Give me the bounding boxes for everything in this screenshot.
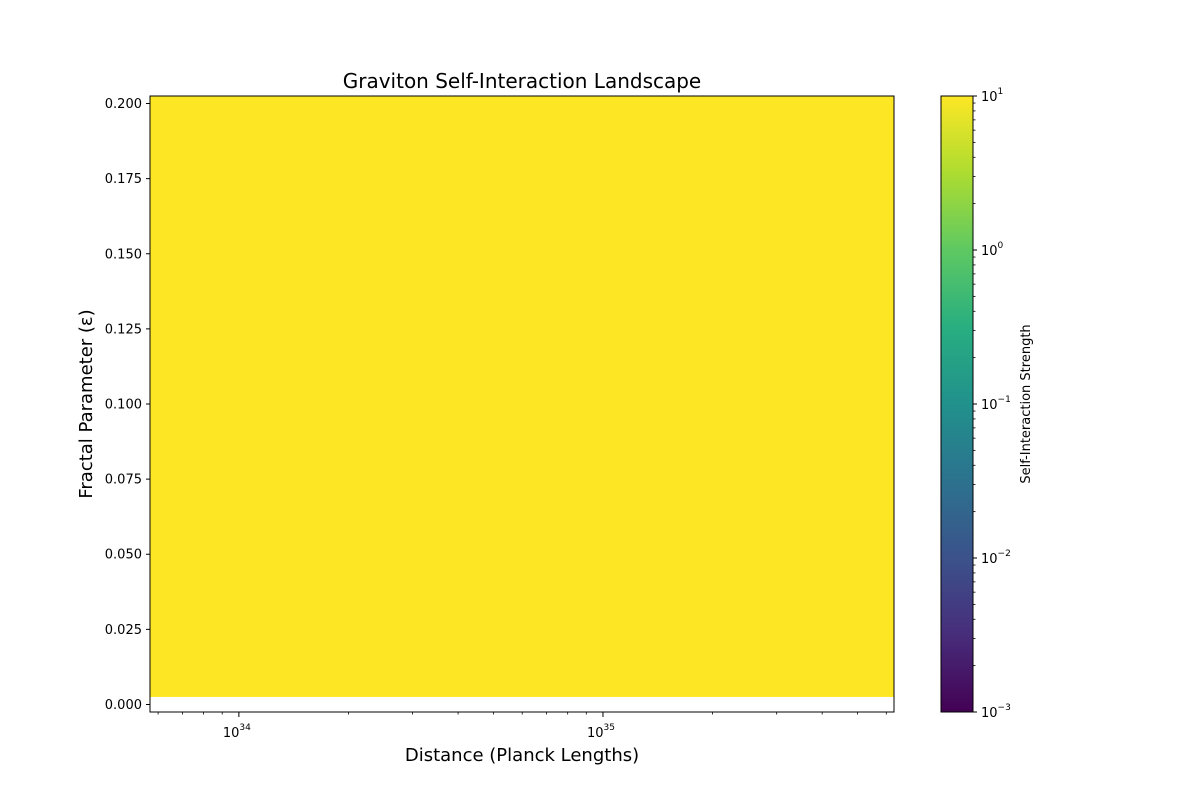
colorbar-ticks: 101 100 10−1 10−2 10−3 bbox=[973, 87, 1011, 721]
colorbar: 101 100 10−1 10−2 10−3 Self-Interaction Stre… bbox=[940, 87, 1034, 721]
y-tick-label: 0.175 bbox=[105, 172, 142, 187]
x-tick-label: 1034 bbox=[223, 723, 251, 741]
colorbar-gradient bbox=[940, 95, 974, 713]
colorbar-tick-label: 10−3 bbox=[981, 703, 1011, 721]
x-axis-label: Distance (Planck Lengths) bbox=[405, 745, 639, 766]
y-tick-label: 0.150 bbox=[105, 247, 142, 262]
plot-area bbox=[149, 95, 895, 713]
y-tick-label: 0.125 bbox=[105, 322, 142, 337]
y-tick-label: 0.000 bbox=[105, 698, 142, 713]
y-axis-label: Fractal Parameter (ε) bbox=[76, 309, 97, 498]
heatmap-fill bbox=[150, 96, 894, 697]
colorbar-tick-label: 10−2 bbox=[981, 549, 1011, 567]
y-tick-label: 0.050 bbox=[105, 548, 142, 563]
colorbar-tick-label: 100 bbox=[981, 241, 1004, 259]
y-tick-label: 0.025 bbox=[105, 623, 142, 638]
colorbar-tick-label: 10−1 bbox=[981, 395, 1011, 413]
colorbar-label: Self-Interaction Strength bbox=[1019, 324, 1034, 483]
y-axis-ticks: 0.000 0.025 0.050 0.075 0.100 0.125 0.150 0.175… bbox=[105, 97, 150, 713]
colorbar-tick-label: 101 bbox=[981, 87, 1003, 105]
y-tick-label: 0.200 bbox=[105, 97, 142, 112]
chart-title: Graviton Self-Interaction Landscape bbox=[343, 69, 702, 93]
x-tick-label: 1035 bbox=[587, 723, 615, 741]
y-tick-label: 0.100 bbox=[105, 398, 142, 413]
x-axis-ticks: 1034 1035 bbox=[157, 712, 887, 741]
y-tick-label: 0.075 bbox=[105, 473, 142, 488]
